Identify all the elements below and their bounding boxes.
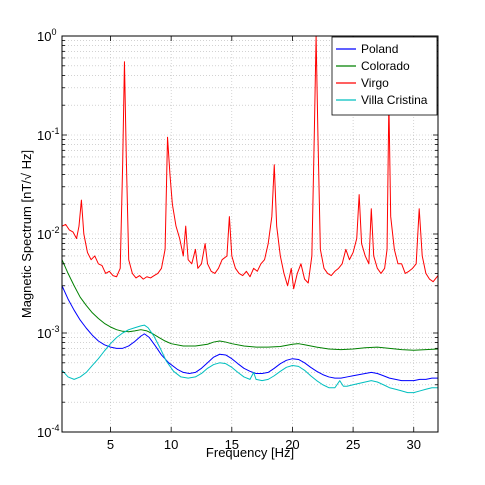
y-tick-label: 10-3: [37, 324, 59, 341]
y-axis-label: Magnetic Spectrum [nT/√ Hz]: [19, 150, 34, 318]
legend: Poland Colorado Virgo Villa Cristina: [331, 36, 438, 116]
legend-entry: Virgo: [361, 76, 389, 90]
y-tick-labels: 10-4 10-3 10-2 10-1 100: [37, 27, 59, 440]
x-tick-label: 10: [164, 437, 178, 452]
x-tick-label: 30: [407, 437, 421, 452]
x-axis-label: Frequency [Hz]: [206, 445, 294, 460]
legend-box: [331, 36, 438, 116]
y-tick-label: 100: [37, 27, 56, 44]
y-tick-label: 10-2: [37, 225, 59, 242]
series-line-colorado: [62, 259, 438, 351]
series-line-villa-cristina: [62, 324, 438, 394]
x-tick-label: 15: [225, 437, 239, 452]
x-tick-label: 5: [107, 437, 114, 452]
legend-entry: Poland: [361, 42, 398, 56]
x-tick-labels: 5 10 15 20 25 30: [107, 437, 421, 452]
y-tick-label: 10-1: [37, 126, 59, 143]
legend-entry: Colorado: [361, 59, 410, 73]
x-tick-label: 20: [285, 437, 299, 452]
series-line-poland: [62, 285, 438, 382]
legend-entry: Villa Cristina: [361, 93, 428, 107]
series-layer: [62, 36, 438, 394]
y-tick-label: 10-4: [37, 423, 59, 440]
series-line-virgo: [62, 36, 438, 290]
x-tick-label: 25: [346, 437, 360, 452]
